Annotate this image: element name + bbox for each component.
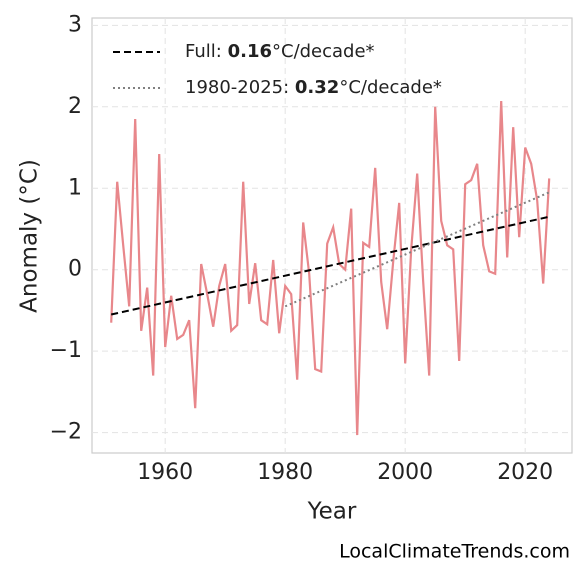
legend-text-part: 0.32 xyxy=(295,77,339,98)
x-axis-label: Year xyxy=(307,499,357,525)
x-tick-label: 2000 xyxy=(377,460,433,485)
x-tick-label: 1960 xyxy=(137,460,193,485)
y-tick-label: 2 xyxy=(68,94,82,119)
watermark: LocalClimateTrends.com xyxy=(339,541,570,563)
legend-text-part: 1980-2025: xyxy=(185,77,295,98)
y-tick-label: 0 xyxy=(68,257,82,282)
plot-area xyxy=(91,17,573,454)
y-axis-label: Anomaly (°C) xyxy=(17,159,43,313)
legend-text-part: °C/decade* xyxy=(339,77,442,98)
x-tick-label: 1980 xyxy=(257,460,313,485)
y-tick-label: 3 xyxy=(68,12,82,37)
y-tick-label: −1 xyxy=(50,338,82,363)
y-tick-label: −2 xyxy=(50,420,82,445)
legend-text-part: 0.16 xyxy=(228,41,272,62)
legend-text-part: Full: xyxy=(185,41,228,62)
y-tick-label: 1 xyxy=(68,175,82,200)
x-tick-label: 2020 xyxy=(497,460,553,485)
legend-label: Full: 0.16°C/decade* xyxy=(185,41,375,62)
series-line xyxy=(110,101,551,436)
legend-label: 1980-2025: 0.32°C/decade* xyxy=(185,77,442,98)
series-line xyxy=(110,215,550,316)
legend-text-part: °C/decade* xyxy=(272,41,375,62)
